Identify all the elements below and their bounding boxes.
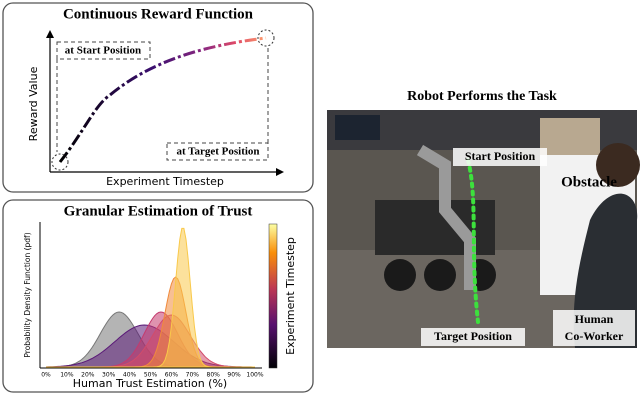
label-bg (553, 310, 635, 346)
annotation-box (56, 41, 151, 60)
photo-label: Target Position (434, 329, 512, 343)
pdf-curve (46, 227, 255, 368)
reward-curve (58, 36, 267, 163)
axis-arrow (276, 168, 284, 176)
photo-label: Co-Worker (565, 329, 624, 343)
y-axis-label: Reward Value (27, 66, 40, 141)
panel-frame (2, 199, 314, 393)
photo-label: Human (575, 312, 614, 326)
x-tick-label: 40% (123, 372, 137, 379)
colorbar (268, 223, 278, 369)
x-tick-label: 30% (102, 372, 116, 379)
annotation-box (166, 142, 269, 161)
x-ticks: 0% 10% 20% 30% 40% 50% 60% 70% 80% 90% 100% (41, 372, 264, 379)
marker-circle (51, 153, 69, 171)
x-tick-label: 80% (207, 372, 221, 379)
x-axis-label: Experiment Timestep (106, 175, 224, 188)
x-tick-label: 50% (144, 372, 158, 379)
panel-title: Granular Estimation of Trust (64, 203, 253, 219)
x-tick-label: 20% (81, 372, 95, 379)
x-tick-label: 90% (227, 372, 241, 379)
x-axis-label: Human Trust Estimation (%) (73, 377, 227, 390)
axis-arrow (46, 30, 54, 38)
label-bg (421, 328, 525, 346)
x-tick-label: 60% (165, 372, 179, 379)
x-tick-label: 100% (246, 372, 263, 379)
photo-label: Start Position (465, 149, 536, 163)
annotation: at Start Position (65, 45, 141, 57)
panel-title: Robot Performs the Task (407, 89, 557, 104)
panel-title: Continuous Reward Function (63, 6, 254, 22)
x-tick-label: 0% (41, 372, 51, 379)
x-tick-label: 70% (186, 372, 200, 379)
photo-label: Obstacle (561, 174, 617, 190)
label-bg (453, 148, 547, 166)
panel-frame (2, 2, 314, 193)
marker-circle (257, 29, 275, 47)
distributions (45, 227, 256, 368)
x-tick-label: 10% (60, 372, 74, 379)
annotation: at Target Position (176, 146, 259, 158)
y-axis-label: Probability Density Function (pdf) (23, 232, 32, 357)
colorbar-label: Experiment Timestep (284, 237, 297, 355)
